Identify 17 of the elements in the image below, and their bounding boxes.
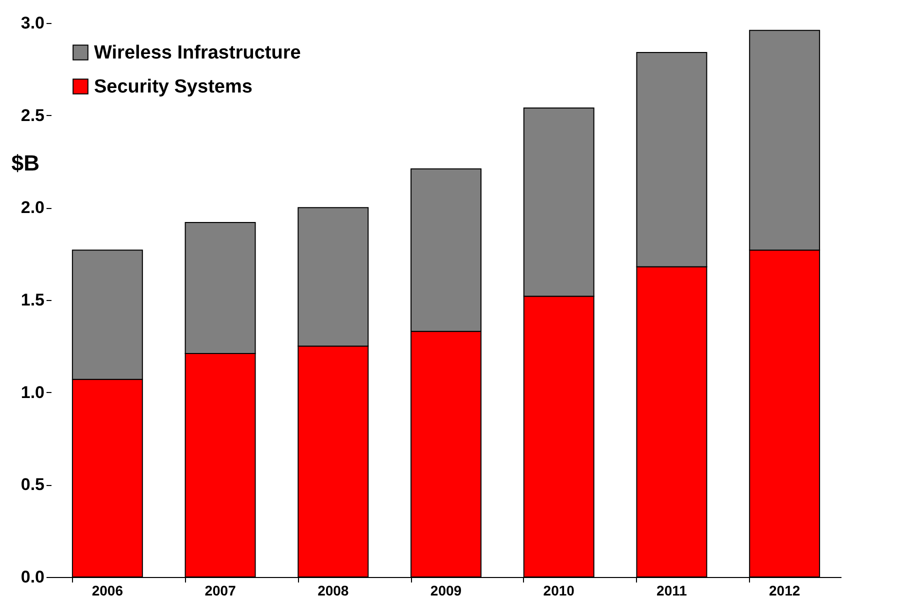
legend-label: Wireless Infrastructure: [94, 42, 301, 64]
x-tick-label: 2008: [318, 582, 349, 598]
x-tick-label: 2009: [430, 582, 462, 598]
y-tick-label: 2.0: [20, 198, 44, 218]
x-tick-label: 2010: [543, 582, 575, 598]
y-tick-label: 1.0: [20, 382, 44, 402]
y-tick-label: 2.5: [20, 106, 44, 125]
x-tick-label: 2012: [768, 582, 800, 598]
y-tick-label: 3.0: [20, 14, 44, 32]
y-tick-label: 0.0: [20, 568, 44, 586]
x-tick-label: 2007: [204, 582, 236, 598]
legend-label: Security Systems: [94, 76, 252, 98]
x-tick-label: 2006: [92, 582, 124, 598]
y-tick-label: 0.5: [20, 475, 44, 494]
x-tick-label: 2011: [656, 582, 688, 598]
y-tick-label: 1.5: [20, 290, 44, 310]
y-axis-title: $B: [11, 150, 40, 176]
